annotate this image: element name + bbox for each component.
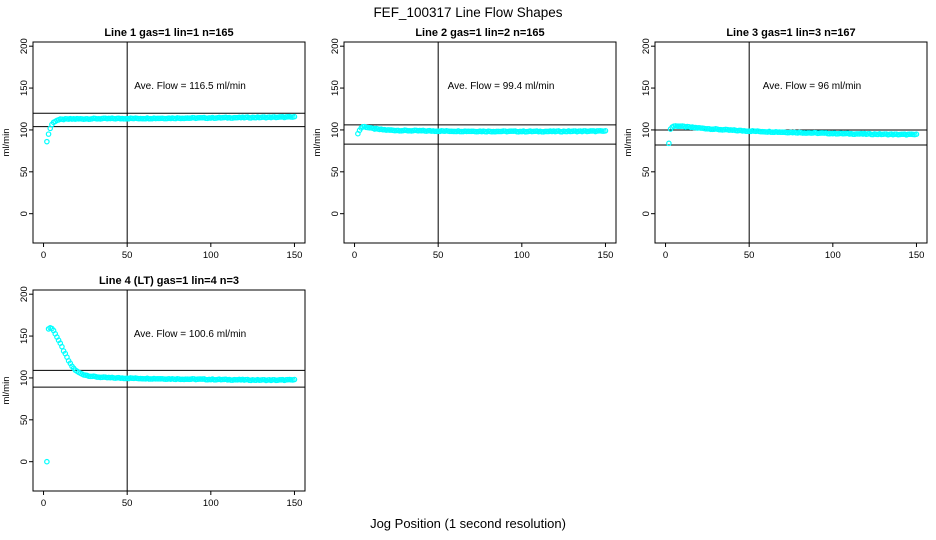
svg-text:0: 0 — [19, 459, 30, 464]
panel-1-title: Line 1 gas=1 lin=1 n=165 — [104, 27, 234, 39]
svg-text:150: 150 — [19, 80, 30, 96]
panel-2-ave-flow-annotation: Ave. Flow = 99.4 ml/min — [447, 81, 555, 92]
svg-text:ml/min: ml/min — [1, 377, 12, 405]
svg-text:ml/min: ml/min — [1, 129, 12, 157]
panel-1-ave-flow-annotation: Ave. Flow = 116.5 ml/min — [134, 81, 246, 92]
svg-text:50: 50 — [122, 250, 133, 261]
panel-3-title: Line 3 gas=1 lin=3 n=167 — [726, 27, 856, 39]
figure-title: FEF_100317 Line Flow Shapes — [373, 5, 563, 20]
panel-line-1: Line 1 gas=1 lin=1 n=165 0 50 100 150 0 50 100… — [0, 25, 312, 271]
panel-1-plot: 0 50 100 150 0 50 100 150 200 ml/min — [1, 38, 306, 261]
panel-line-2: Line 2 gas=1 lin=2 n=165 0 50 100 150 0 50 100… — [311, 25, 623, 271]
svg-text:150: 150 — [19, 328, 30, 344]
panel-4-plot: 0 50 100 150 0 50 100 150 200 ml/min — [1, 286, 306, 509]
svg-text:0: 0 — [19, 211, 30, 216]
panel-2-title: Line 2 gas=1 lin=2 n=165 — [415, 27, 545, 39]
svg-text:50: 50 — [744, 250, 755, 261]
svg-text:150: 150 — [641, 80, 652, 96]
svg-text:ml/min: ml/min — [623, 129, 634, 157]
svg-text:150: 150 — [909, 250, 925, 261]
svg-text:50: 50 — [330, 167, 341, 178]
panel-4-title: Line 4 (LT) gas=1 lin=4 n=3 — [98, 275, 240, 287]
svg-text:50: 50 — [122, 498, 133, 509]
svg-text:200: 200 — [19, 38, 30, 54]
svg-text:100: 100 — [203, 250, 219, 261]
svg-text:0: 0 — [663, 250, 668, 261]
svg-text:50: 50 — [641, 167, 652, 178]
shared-x-axis-label: Jog Position (1 second resolution) — [370, 516, 566, 531]
panel-2-plot: 0 50 100 150 0 50 100 150 200 ml/min — [312, 38, 617, 261]
svg-text:0: 0 — [352, 250, 357, 261]
svg-text:100: 100 — [203, 498, 219, 509]
panel-3-plot: 0 50 100 150 0 50 100 150 200 ml/min — [623, 38, 928, 261]
svg-text:100: 100 — [19, 122, 30, 138]
svg-text:200: 200 — [19, 286, 30, 302]
panel-4-ave-flow-annotation: Ave. Flow = 100.6 ml/min — [133, 329, 247, 340]
panel-3-ave-flow-annotation: Ave. Flow = 96 ml/min — [762, 81, 862, 92]
svg-text:100: 100 — [641, 122, 652, 138]
svg-text:150: 150 — [598, 250, 614, 261]
svg-text:150: 150 — [287, 498, 303, 509]
svg-text:50: 50 — [433, 250, 444, 261]
svg-text:100: 100 — [514, 250, 530, 261]
panel-line-4: Line 4 (LT) gas=1 lin=4 n=3 0 50 100 150 0 50… — [0, 273, 312, 519]
svg-text:150: 150 — [330, 80, 341, 96]
svg-text:50: 50 — [19, 167, 30, 178]
svg-text:ml/min: ml/min — [312, 129, 323, 157]
svg-text:100: 100 — [19, 370, 30, 386]
svg-text:0: 0 — [641, 211, 652, 216]
svg-text:150: 150 — [287, 250, 303, 261]
svg-text:100: 100 — [825, 250, 841, 261]
svg-text:0: 0 — [330, 211, 341, 216]
svg-text:200: 200 — [330, 38, 341, 54]
svg-text:50: 50 — [19, 415, 30, 426]
panel-line-3: Line 3 gas=1 lin=3 n=167 0 50 100 150 0 50 100… — [622, 25, 934, 271]
svg-text:0: 0 — [41, 250, 46, 261]
svg-text:100: 100 — [330, 122, 341, 138]
svg-text:0: 0 — [41, 498, 46, 509]
svg-text:200: 200 — [641, 38, 652, 54]
